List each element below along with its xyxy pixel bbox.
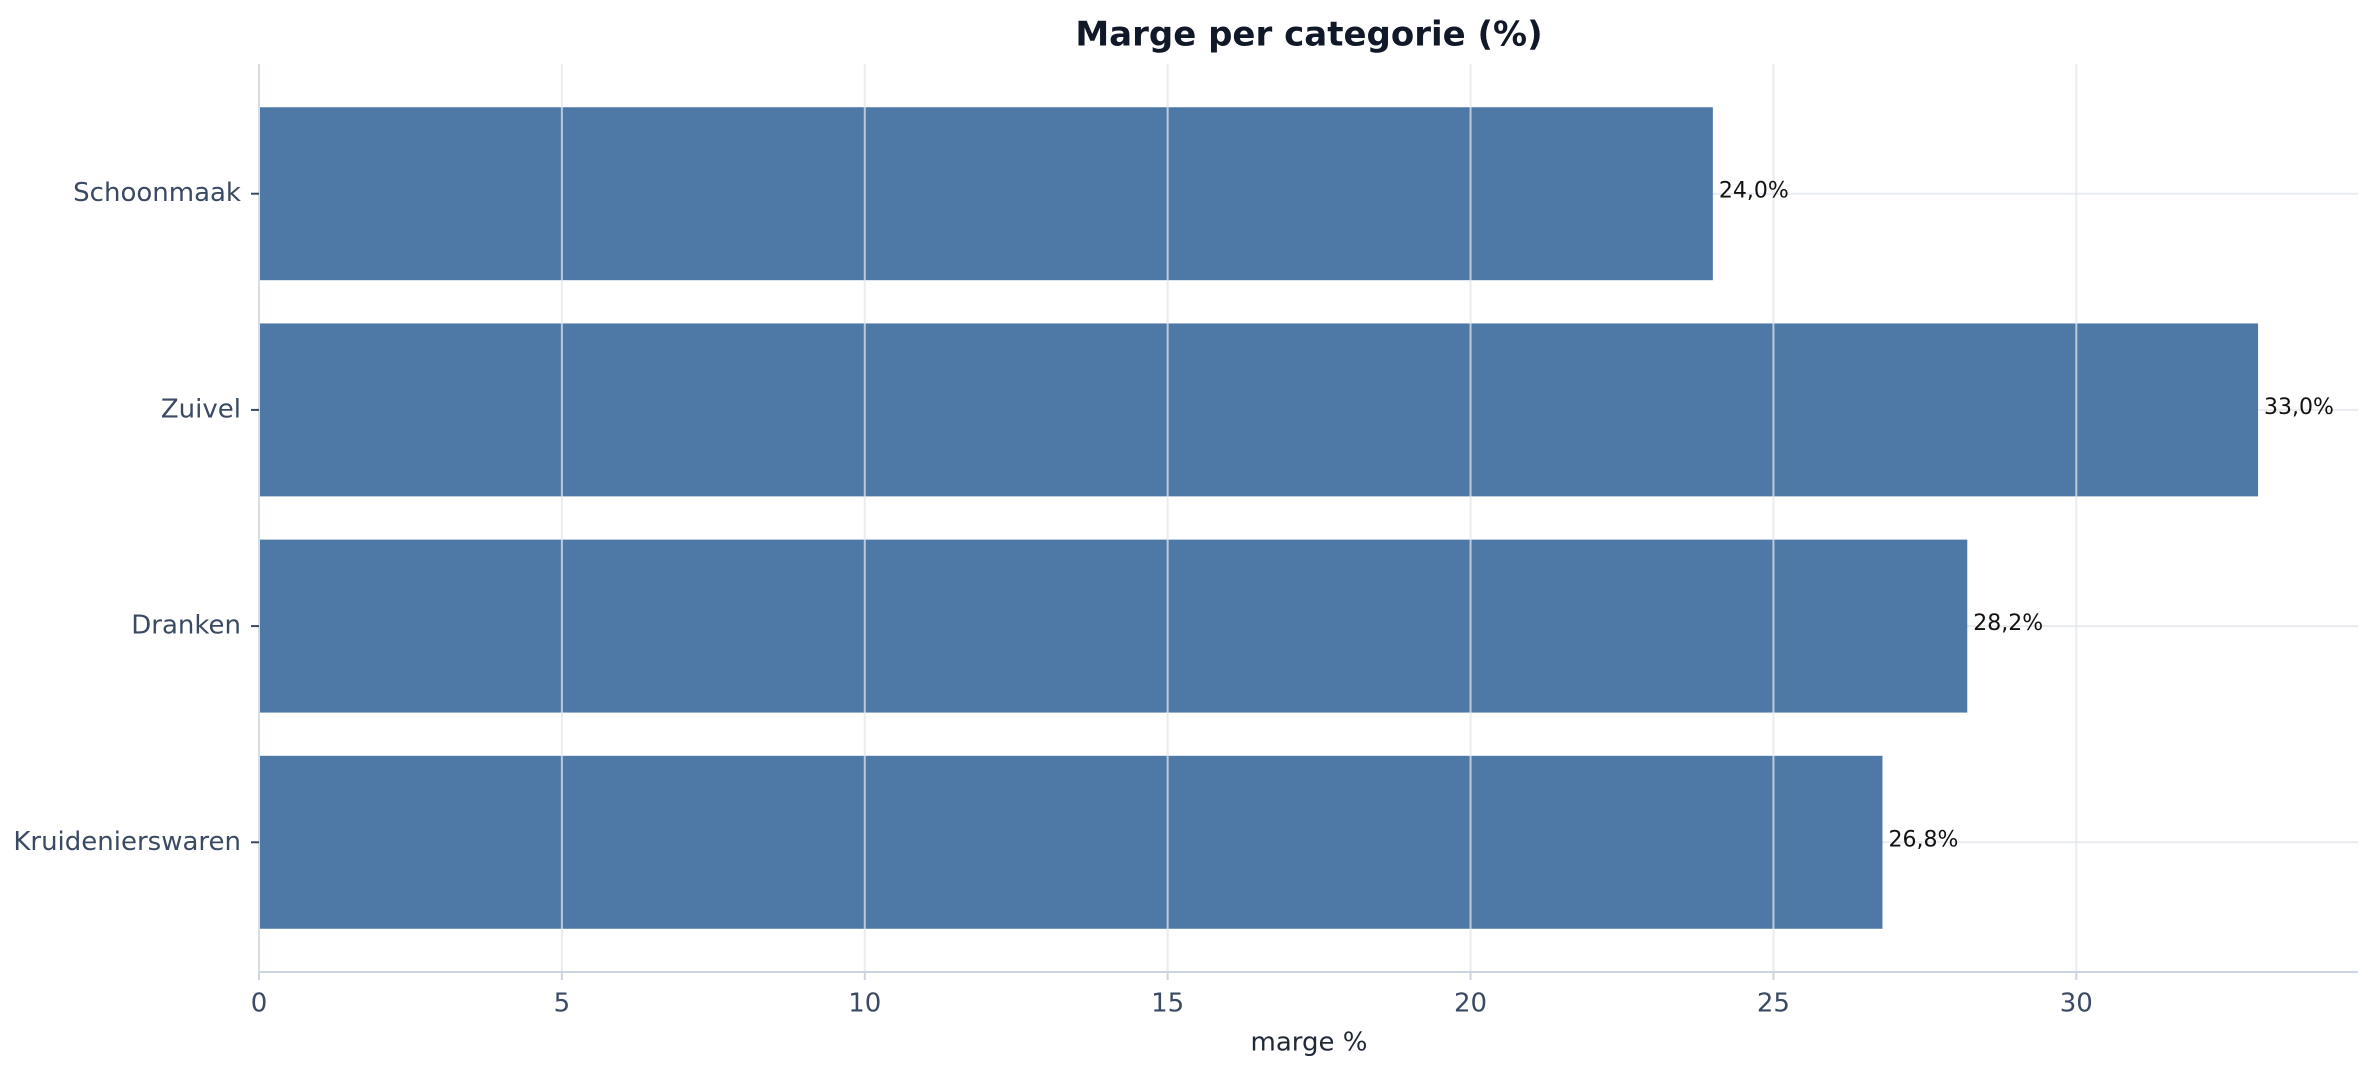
value-label: 24,0%	[1719, 179, 1789, 204]
x-tick-label: 15	[1151, 989, 1184, 1019]
y-tick-label: Zuivel	[161, 394, 241, 424]
bar	[259, 323, 2259, 497]
value-label: 33,0%	[2264, 395, 2334, 420]
bar	[259, 107, 1713, 281]
x-axis-label: marge %	[1251, 1028, 1368, 1058]
bar	[259, 755, 1883, 929]
x-tick-label: 30	[2060, 989, 2093, 1019]
x-tick-label: 20	[1454, 989, 1487, 1019]
x-tick-label: 25	[1757, 989, 1790, 1019]
bar	[259, 539, 1968, 713]
x-tick-label: 10	[848, 989, 881, 1019]
value-label: 26,8%	[1888, 827, 1958, 852]
x-tick-label: 0	[251, 989, 268, 1019]
x-tick-label: 5	[554, 989, 571, 1019]
y-tick-label: Schoonmaak	[73, 178, 241, 208]
y-tick-label: Dranken	[131, 611, 241, 641]
chart-title: Marge per categorie (%)	[1075, 15, 1542, 55]
y-tick-label: Kruidenierswaren	[13, 827, 241, 857]
value-label: 28,2%	[1973, 611, 2043, 636]
